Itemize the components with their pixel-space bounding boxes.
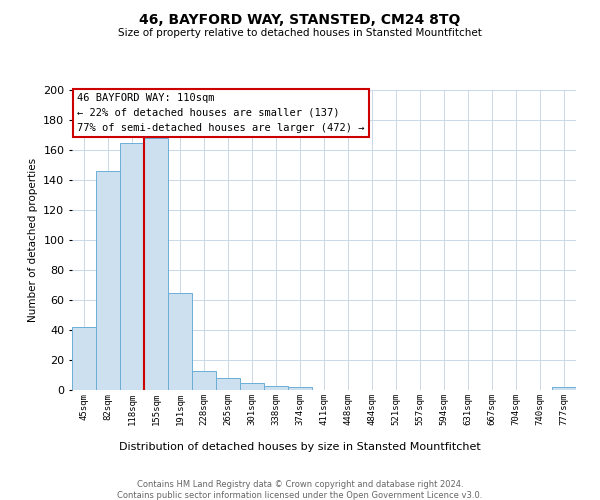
Y-axis label: Number of detached properties: Number of detached properties	[28, 158, 38, 322]
Text: 46, BAYFORD WAY, STANSTED, CM24 8TQ: 46, BAYFORD WAY, STANSTED, CM24 8TQ	[139, 12, 461, 26]
Bar	[240, 382, 264, 390]
Bar	[288, 387, 312, 390]
Text: Contains public sector information licensed under the Open Government Licence v3: Contains public sector information licen…	[118, 491, 482, 500]
Text: Distribution of detached houses by size in Stansted Mountfitchet: Distribution of detached houses by size …	[119, 442, 481, 452]
Text: 46 BAYFORD WAY: 110sqm
← 22% of detached houses are smaller (137)
77% of semi-de: 46 BAYFORD WAY: 110sqm ← 22% of detached…	[77, 93, 365, 132]
Bar	[72, 327, 96, 390]
Bar	[120, 142, 144, 390]
Text: Size of property relative to detached houses in Stansted Mountfitchet: Size of property relative to detached ho…	[118, 28, 482, 38]
Bar	[264, 386, 288, 390]
Bar	[168, 292, 192, 390]
Bar	[216, 378, 240, 390]
Bar	[192, 370, 216, 390]
Bar	[144, 138, 168, 390]
Bar	[552, 387, 576, 390]
Text: Contains HM Land Registry data © Crown copyright and database right 2024.: Contains HM Land Registry data © Crown c…	[137, 480, 463, 489]
Bar	[96, 171, 120, 390]
